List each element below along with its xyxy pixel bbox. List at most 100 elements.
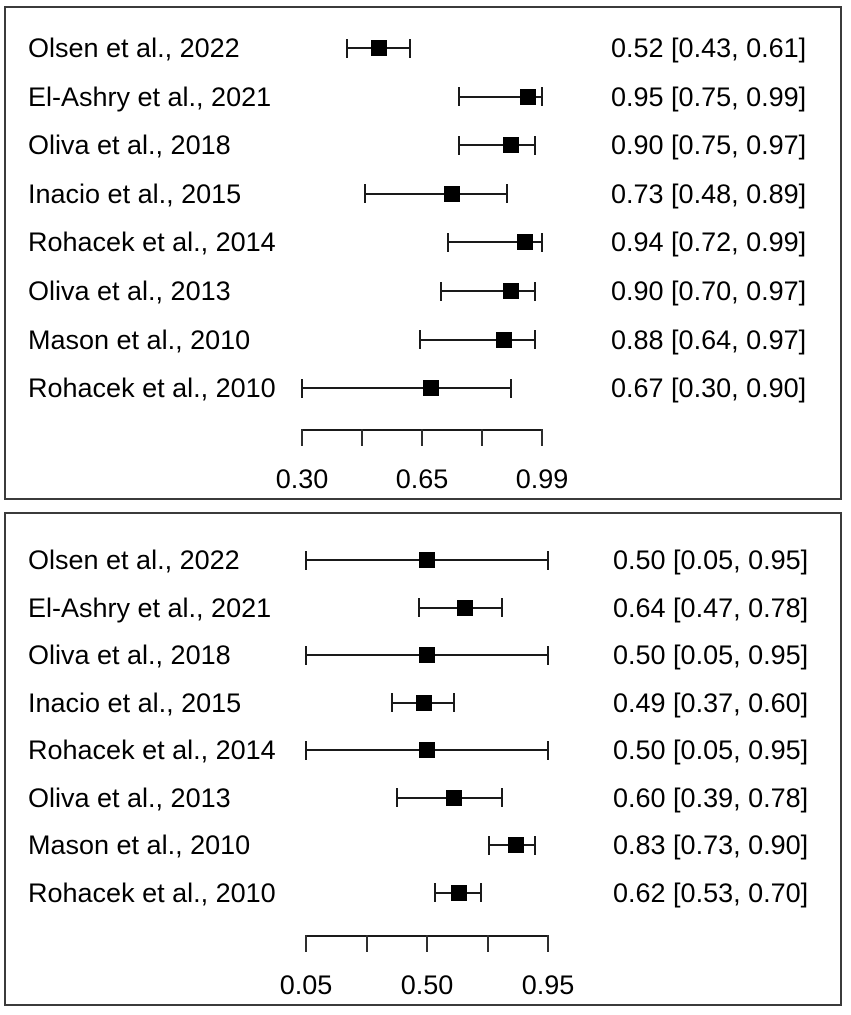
ci-cap-right (547, 740, 549, 760)
x-axis-tick (301, 429, 303, 446)
study-label: Mason et al., 2010 (28, 830, 251, 860)
ci-whisker-line (364, 192, 508, 195)
estimate-marker (443, 185, 460, 202)
estimate-value: 0.83 [0.73, 0.90] (613, 830, 809, 860)
study-label: Oliva et al., 2018 (28, 640, 231, 670)
ci-whisker-line (302, 387, 511, 390)
ci-cap-right (501, 788, 504, 807)
estimate-value: 0.62 [0.53, 0.70] (613, 877, 809, 908)
forest-panel-top (4, 6, 842, 500)
ci-cap-left (419, 330, 422, 350)
ci-cap-left (346, 38, 349, 58)
ci-cap-right (408, 38, 411, 58)
estimate-value: 0.60 [0.39, 0.78] (613, 782, 809, 813)
ci-cap-right (534, 330, 537, 350)
ci-cap-left (301, 378, 303, 398)
ci-cap-left (391, 693, 394, 712)
ci-whisker-line (458, 95, 542, 98)
estimate-marker (502, 137, 519, 154)
x-axis-tick (305, 935, 307, 952)
estimate-value: 0.50 [0.05, 0.95] (613, 735, 809, 765)
ci-cap-right (479, 883, 482, 902)
estimate-marker (520, 88, 537, 105)
ci-cap-left (305, 645, 307, 665)
estimate-value: 0.73 [0.48, 0.89] (611, 178, 807, 209)
study-label: Oliva et al., 2013 (28, 782, 231, 813)
x-axis-tick (486, 935, 489, 952)
ci-cap-left (363, 184, 366, 204)
study-label: Oliva et al., 2018 (28, 130, 231, 161)
axis-tick-label: 0.99 (515, 464, 569, 494)
estimate-value: 0.52 [0.43, 0.61] (611, 33, 807, 63)
estimate-value: 0.64 [0.47, 0.78] (613, 592, 809, 623)
estimate-value: 0.88 [0.64, 0.97] (611, 324, 807, 355)
estimate-marker (422, 380, 439, 397)
estimate-value: 0.50 [0.05, 0.95] (613, 545, 809, 575)
ci-cap-right (541, 232, 543, 252)
ci-cap-left (447, 232, 450, 252)
axis-tick-label: 0.30 (275, 464, 329, 494)
ci-cap-right (534, 135, 537, 155)
ci-cap-left (487, 835, 490, 855)
x-axis-tick (426, 935, 428, 952)
study-label: El-Ashry et al., 2021 (28, 592, 272, 623)
forest-panel-bottom (4, 512, 842, 1006)
estimate-marker (456, 599, 473, 616)
ci-cap-left (457, 87, 460, 107)
axis-tick-label: 0.65 (395, 464, 449, 494)
study-label: Inacio et al., 2015 (28, 178, 242, 209)
ci-cap-right (506, 184, 509, 204)
ci-cap-right (547, 550, 549, 570)
ci-cap-left (440, 281, 443, 301)
study-label: Olsen et al., 2022 (28, 545, 240, 575)
ci-whisker-line (420, 338, 536, 341)
study-label: El-Ashry et al., 2021 (28, 81, 272, 112)
ci-cap-right (509, 378, 512, 398)
ci-cap-left (305, 740, 307, 760)
ci-cap-left (457, 135, 460, 155)
estimate-marker (495, 331, 512, 348)
study-label: Rohacek et al., 2014 (28, 735, 276, 765)
estimate-value: 0.95 [0.75, 0.99] (611, 81, 807, 112)
study-label: Mason et al., 2010 (28, 324, 251, 355)
estimate-marker (370, 40, 387, 56)
ci-cap-left (305, 550, 307, 570)
ci-cap-right (533, 835, 536, 855)
ci-cap-left (417, 598, 420, 617)
ci-whisker-line (448, 241, 542, 244)
estimate-marker (445, 789, 462, 806)
axis-tick-label: 0.95 (521, 970, 575, 1000)
x-axis-tick (541, 429, 543, 446)
estimate-value: 0.90 [0.70, 0.97] (611, 276, 807, 306)
x-axis-tick (365, 935, 368, 952)
axis-tick-label: 0.05 (279, 970, 333, 1000)
ci-whisker-line (458, 144, 536, 147)
ci-cap-right (452, 693, 455, 712)
ci-cap-right (501, 598, 504, 617)
estimate-marker (516, 234, 533, 251)
study-label: Rohacek et al., 2014 (28, 227, 276, 258)
estimate-value: 0.67 [0.30, 0.90] (611, 373, 807, 404)
estimate-marker (416, 694, 433, 711)
estimate-marker (419, 552, 435, 568)
x-axis-tick (421, 429, 423, 446)
x-axis-tick (481, 429, 483, 446)
ci-whisker-line (441, 290, 536, 292)
estimate-marker (451, 884, 468, 901)
ci-cap-right (547, 645, 549, 665)
estimate-marker (502, 283, 519, 299)
estimate-marker (419, 647, 435, 663)
ci-cap-left (434, 883, 437, 902)
x-axis-tick (547, 935, 549, 952)
study-label: Rohacek et al., 2010 (28, 877, 276, 908)
x-axis-tick (361, 429, 363, 446)
estimate-value: 0.49 [0.37, 0.60] (613, 687, 809, 718)
estimate-marker (419, 742, 435, 758)
estimate-marker (507, 837, 524, 853)
estimate-value: 0.94 [0.72, 0.99] (611, 227, 807, 258)
estimate-value: 0.90 [0.75, 0.97] (611, 130, 807, 161)
ci-cap-right (534, 281, 537, 301)
ci-cap-right (541, 87, 543, 107)
study-label: Rohacek et al., 2010 (28, 373, 276, 404)
